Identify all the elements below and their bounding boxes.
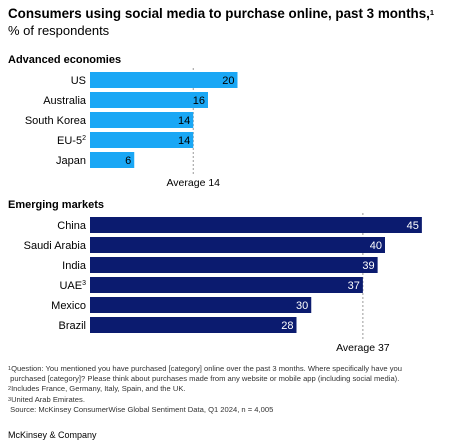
value-label-uae: 37 — [348, 280, 360, 292]
bar-us — [90, 72, 238, 88]
chart-subtitle: % of respondents — [8, 23, 110, 38]
category-label-uae: UAE3 — [59, 280, 86, 292]
value-label-south-korea: 14 — [178, 115, 190, 127]
value-label-india: 39 — [362, 260, 374, 272]
source-note: Source: McKinsey ConsumerWise Global Sen… — [8, 405, 466, 415]
category-label-australia: Australia — [43, 95, 87, 107]
brand-name: McKinsey & Company — [8, 430, 97, 440]
bar-saudi-arabia — [90, 237, 385, 253]
advanced-economies-heading: Advanced economies — [8, 54, 122, 66]
advanced-economies-chart: US 20 Australia 16 South Korea 14 EU-52 14 Japan… — [25, 68, 238, 189]
footnote-3-text: United Arab Emirates. — [11, 394, 85, 404]
category-label-brazil: Brazil — [58, 320, 86, 332]
source-text: Source: McKinsey ConsumerWise Global Sen… — [10, 404, 274, 414]
value-label-brazil: 28 — [281, 320, 293, 332]
category-label-us: US — [71, 75, 86, 87]
footnote-1: 1Question: You mentioned you have purcha… — [8, 364, 466, 374]
value-label-eu-5: 14 — [178, 135, 190, 147]
bar-china — [90, 217, 422, 233]
value-label-australia: 16 — [193, 95, 205, 107]
average-label: Average 37 — [336, 342, 390, 354]
footnote-2: 2Includes France, Germany, Italy, Spain,… — [8, 384, 466, 394]
footnotes: 1Question: You mentioned you have purcha… — [8, 364, 466, 415]
category-label-eu-5: EU-52 — [57, 135, 86, 147]
footnote-1-marker: 1 — [8, 366, 12, 372]
emerging-markets-heading: Emerging markets — [8, 199, 104, 211]
emerging-markets-chart: China 45 Saudi Arabia 40 India 39 UAE3 37 Mexico… — [24, 213, 422, 354]
average-label: Average 14 — [166, 177, 220, 189]
value-label-us: 20 — [222, 75, 234, 87]
value-label-japan: 6 — [125, 155, 131, 167]
footnote-3-marker: 3 — [8, 396, 12, 403]
footnote-1-line-1: Question: You mentioned you have purchas… — [11, 364, 402, 373]
category-label-south-korea: South Korea — [25, 115, 87, 127]
bar-japan — [90, 152, 135, 168]
footnote-1-line-2: purchased [category]? Please think about… — [10, 374, 400, 384]
category-footnote-marker: 3 — [82, 280, 86, 287]
category-label-india: India — [62, 260, 87, 272]
title-footnote-marker: 1 — [429, 8, 435, 17]
bar-brazil — [90, 317, 297, 333]
category-label-japan: Japan — [56, 155, 86, 167]
value-label-china: 45 — [407, 220, 419, 232]
footnote-1-cont: purchased [category]? Please think about… — [8, 374, 466, 384]
category-label-china: China — [57, 220, 87, 232]
bar-india — [90, 257, 378, 273]
bar-mexico — [90, 297, 312, 313]
chart-title: Consumers using social media to purchase… — [8, 6, 463, 22]
chart-title-text: Consumers using social media to purchase… — [8, 6, 430, 21]
footnote-3: 3United Arab Emirates. — [8, 395, 466, 405]
bar-uae — [90, 277, 363, 293]
category-label-saudi-arabia: Saudi Arabia — [24, 240, 87, 252]
footnote-2-text: Includes France, Germany, Italy, Spain, … — [11, 384, 186, 394]
value-label-mexico: 30 — [296, 300, 308, 312]
category-footnote-marker: 2 — [82, 135, 86, 142]
bar-australia — [90, 92, 208, 108]
value-label-saudi-arabia: 40 — [370, 240, 382, 252]
footnote-2-marker: 2 — [8, 386, 12, 393]
bar-south-korea — [90, 112, 194, 128]
bar-eu-5 — [90, 132, 194, 148]
category-label-mexico: Mexico — [51, 300, 86, 312]
